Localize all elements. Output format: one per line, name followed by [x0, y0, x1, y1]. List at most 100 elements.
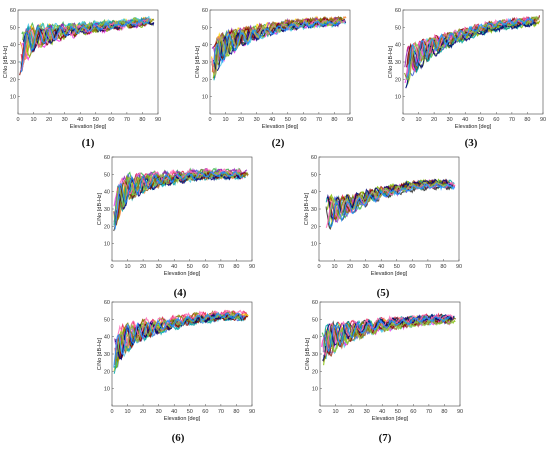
x-tick-label: 0: [16, 117, 19, 123]
x-tick-label: 50: [285, 117, 291, 123]
y-tick-label: 10: [10, 95, 16, 101]
y-tick-label: 60: [312, 300, 318, 306]
x-tick-label: 70: [425, 264, 431, 270]
x-tick-label: 40: [269, 117, 275, 123]
x-tick-label: 70: [218, 264, 224, 270]
y-tick-label: 50: [312, 317, 318, 323]
x-tick-label: 90: [347, 117, 353, 123]
y-axis-title: C/No [dB-Hz]: [97, 337, 103, 370]
chart-panel-6: 0 10 20 30 40 50 60 70 80 90102030405060Elevation…: [97, 300, 255, 444]
x-tick-label: 80: [441, 409, 447, 415]
x-tick-label: 30: [62, 117, 68, 123]
x-tick-label: 90: [249, 264, 255, 270]
x-tick-label: 10: [222, 117, 228, 123]
y-axis-title: C/No [dB-Hz]: [3, 45, 9, 78]
x-tick-label: 0: [208, 117, 211, 123]
x-tick-label: 10: [332, 409, 338, 415]
x-tick-label: 40: [77, 117, 83, 123]
x-tick-label: 30: [156, 264, 162, 270]
y-tick-label: 30: [104, 207, 110, 213]
panel-label: (7): [379, 432, 392, 444]
y-tick-label: 10: [104, 242, 110, 248]
x-tick-label: 30: [156, 409, 162, 415]
y-axis-title: C/No [dB-Hz]: [388, 45, 394, 78]
x-tick-label: 80: [331, 117, 337, 123]
x-tick-label: 80: [233, 409, 239, 415]
chart-panel-1: 0 10 20 30 40 50 60 70 80 90102030405060Elevation…: [3, 8, 161, 149]
x-tick-label: 20: [140, 264, 146, 270]
chart-panel-7: 0 10 20 30 40 50 60 70 80 90102030405060Elevation…: [305, 300, 463, 444]
data-series: [406, 16, 534, 79]
x-tick-label: 70: [426, 409, 432, 415]
x-tick-label: 40: [462, 117, 468, 123]
x-tick-label: 20: [431, 117, 437, 123]
x-tick-label: 80: [524, 117, 530, 123]
y-tick-label: 50: [10, 25, 16, 31]
y-tick-label: 20: [104, 369, 110, 375]
x-axis-title: Elevation [deg]: [455, 124, 492, 130]
x-axis-title: Elevation [deg]: [371, 271, 408, 277]
y-tick-label: 60: [104, 155, 110, 161]
x-tick-label: 40: [378, 264, 384, 270]
x-tick-label: 60: [108, 117, 114, 123]
x-tick-label: 30: [364, 409, 370, 415]
y-axis-title: C/No [dB-Hz]: [304, 192, 310, 225]
y-tick-label: 30: [104, 352, 110, 358]
chart-panel-5: 0 10 20 30 40 50 60 70 80 90102030405060Elevation…: [304, 155, 462, 299]
x-tick-label: 90: [155, 117, 161, 123]
x-tick-label: 80: [233, 264, 239, 270]
x-tick-label: 10: [331, 264, 337, 270]
x-tick-label: 20: [348, 409, 354, 415]
y-tick-label: 40: [104, 335, 110, 341]
x-tick-label: 70: [509, 117, 515, 123]
x-tick-label: 70: [218, 409, 224, 415]
data-series: [20, 18, 152, 73]
y-tick-label: 60: [395, 8, 401, 14]
data-series: [114, 170, 244, 230]
panel-label: (2): [272, 137, 285, 149]
x-tick-label: 20: [140, 409, 146, 415]
x-tick-label: 0: [110, 264, 113, 270]
y-tick-label: 40: [202, 43, 208, 49]
data-layer: [404, 15, 541, 89]
y-tick-label: 30: [10, 60, 16, 66]
x-tick-label: 60: [410, 409, 416, 415]
panel-label: (6): [172, 432, 185, 444]
x-tick-label: 60: [493, 117, 499, 123]
data-series: [21, 18, 151, 50]
y-tick-label: 20: [395, 77, 401, 83]
y-tick-label: 40: [312, 335, 318, 341]
x-tick-label: 80: [139, 117, 145, 123]
x-tick-label: 60: [300, 117, 306, 123]
x-tick-label: 50: [478, 117, 484, 123]
x-tick-label: 0: [317, 264, 320, 270]
y-tick-label: 30: [395, 60, 401, 66]
y-tick-label: 40: [311, 190, 317, 196]
y-axis-title: C/No [dB-Hz]: [195, 45, 201, 78]
x-axis-title: Elevation [deg]: [164, 416, 201, 422]
data-series: [324, 315, 451, 353]
x-tick-label: 80: [440, 264, 446, 270]
y-tick-label: 40: [104, 190, 110, 196]
y-tick-label: 20: [104, 224, 110, 230]
data-series: [115, 167, 241, 211]
x-axis-title: Elevation [deg]: [372, 416, 409, 422]
data-series: [212, 18, 347, 71]
y-tick-label: 50: [104, 172, 110, 178]
x-tick-label: 60: [409, 264, 415, 270]
x-tick-label: 0: [401, 117, 404, 123]
data-series: [117, 311, 243, 353]
y-tick-label: 10: [104, 387, 110, 393]
chart-panel-2: 0 10 20 30 40 50 60 70 80 90102030405060Elevation…: [195, 8, 353, 149]
y-tick-label: 50: [202, 25, 208, 31]
x-tick-label: 60: [202, 264, 208, 270]
x-tick-label: 50: [395, 409, 401, 415]
x-tick-label: 20: [347, 264, 353, 270]
x-axis-title: Elevation [deg]: [70, 124, 107, 130]
data-series: [321, 314, 454, 357]
x-tick-label: 90: [456, 264, 462, 270]
y-tick-label: 40: [10, 43, 16, 49]
x-tick-label: 50: [187, 409, 193, 415]
